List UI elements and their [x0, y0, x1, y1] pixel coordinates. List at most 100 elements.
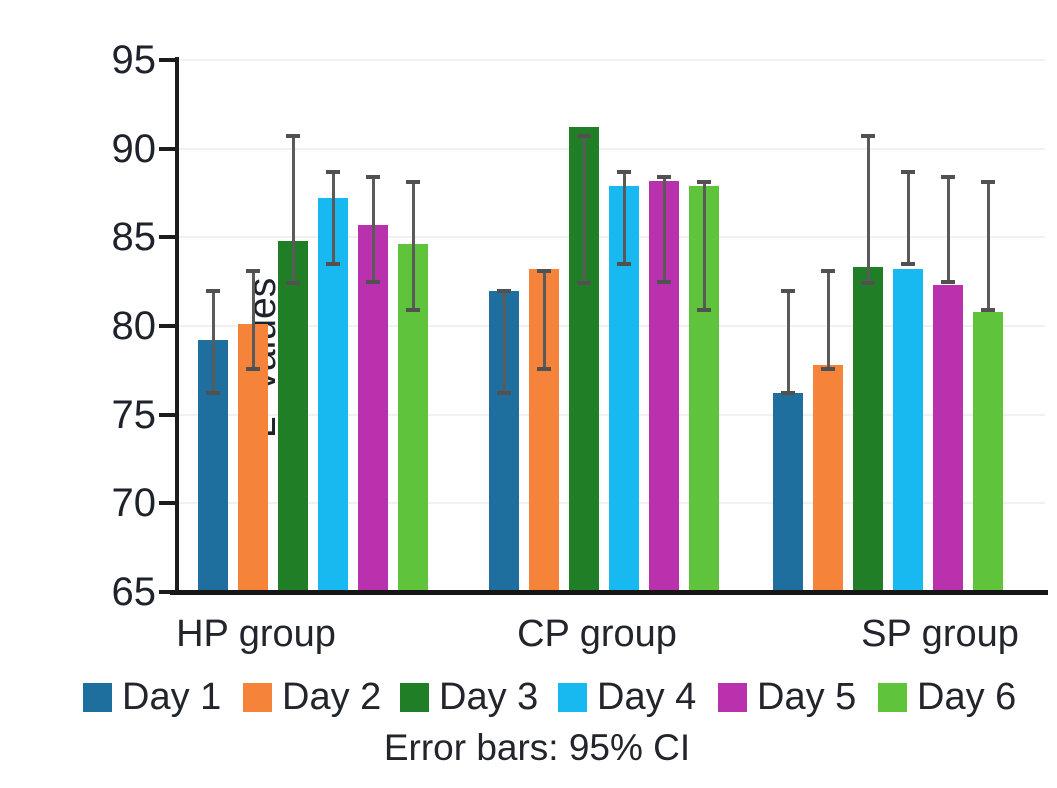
- error-bar-cap: [497, 288, 511, 293]
- y-tick-label: 70: [111, 481, 157, 526]
- y-tick-label: 90: [111, 126, 157, 171]
- y-tick-label: 65: [111, 570, 157, 614]
- error-bar-cap: [326, 169, 340, 174]
- error-bar-cap: [861, 134, 875, 139]
- error-bar: [906, 171, 910, 264]
- error-bar-cap: [366, 175, 380, 180]
- legend-swatch-icon: [878, 682, 907, 712]
- error-bar-cap: [577, 281, 591, 286]
- error-bar-cap: [617, 261, 631, 266]
- y-axis-line: [175, 57, 179, 594]
- bar-day1-sp: [773, 393, 803, 592]
- gridline: [177, 147, 1045, 150]
- error-bar-cap: [861, 281, 875, 286]
- error-bar-cap: [206, 391, 220, 396]
- error-bar-cap: [577, 134, 591, 139]
- error-bar-cap: [821, 366, 835, 371]
- error-bar: [622, 171, 626, 264]
- legend-swatch-icon: [243, 682, 272, 712]
- plot-area: L* values: [177, 59, 1045, 592]
- error-bar-cap: [981, 180, 995, 185]
- bar-day3-hp: [278, 240, 308, 592]
- error-bar: [826, 271, 830, 369]
- bar-day4-sp: [893, 269, 923, 592]
- error-bar-cap: [697, 180, 711, 185]
- error-bar-cap: [286, 281, 300, 286]
- error-bar-cap: [406, 180, 420, 185]
- legend-swatch-icon: [83, 682, 112, 712]
- error-bar: [291, 136, 295, 284]
- error-bar: [331, 171, 335, 264]
- error-bar-cap: [781, 391, 795, 396]
- legend-item-day-4: Day 4: [558, 676, 697, 718]
- legend-label: Day 2: [282, 676, 382, 718]
- error-bar-cap: [901, 261, 915, 266]
- legend-item-day-6: Day 6: [878, 676, 1017, 718]
- error-bar-cap: [657, 279, 671, 284]
- error-bar-cap: [406, 308, 420, 313]
- error-bar: [702, 182, 706, 311]
- error-bar-cap: [941, 279, 955, 284]
- y-tick: [159, 235, 176, 240]
- error-bar: [371, 177, 375, 282]
- error-bar-cap: [326, 261, 340, 266]
- bar-day6-sp: [973, 311, 1003, 592]
- y-tick-label: 75: [111, 392, 157, 437]
- error-bar-cap: [821, 269, 835, 274]
- error-bar: [866, 136, 870, 284]
- error-bar-cap: [537, 269, 551, 274]
- bar-day5-sp: [933, 285, 963, 592]
- error-bar-cap: [286, 134, 300, 139]
- error-bar-cap: [657, 175, 671, 180]
- error-bar: [502, 290, 506, 394]
- error-bar: [786, 290, 790, 394]
- error-bar-cap: [941, 175, 955, 180]
- error-bar-cap: [366, 279, 380, 284]
- y-tick: [159, 412, 176, 417]
- y-tick-label: 95: [111, 38, 157, 82]
- y-tick-label: 85: [111, 215, 157, 260]
- legend-label: Day 4: [597, 676, 697, 718]
- legend-swatch-icon: [400, 682, 429, 712]
- y-tick: [159, 58, 176, 62]
- legend-swatch-icon: [718, 682, 747, 712]
- gridline: [177, 59, 1045, 61]
- error-bar: [542, 271, 546, 369]
- y-tick: [159, 590, 176, 594]
- y-tick: [159, 501, 176, 506]
- error-bar-cap: [901, 169, 915, 174]
- error-bar-cap: [497, 391, 511, 396]
- legend-label: Day 3: [439, 676, 539, 718]
- y-tick-label: 80: [111, 304, 157, 348]
- x-category-label: CP group: [517, 613, 677, 655]
- legend-item-day-2: Day 2: [243, 676, 382, 718]
- legend-item-day-3: Day 3: [400, 676, 539, 718]
- error-bar: [411, 182, 415, 311]
- error-bar-cap: [246, 366, 260, 371]
- error-bar-cap: [537, 366, 551, 371]
- legend-label: Day 1: [122, 676, 222, 718]
- legend-item-day-1: Day 1: [83, 676, 222, 718]
- error-bar-cap: [781, 288, 795, 293]
- error-bar-cap: [697, 308, 711, 313]
- legend-swatch-icon: [558, 682, 587, 712]
- error-bar: [582, 136, 586, 284]
- error-bar: [946, 177, 950, 282]
- error-bar-cap: [617, 169, 631, 174]
- legend-label: Day 5: [757, 676, 857, 718]
- bar-day2-sp: [813, 365, 843, 592]
- y-tick: [159, 146, 176, 151]
- x-category-label: HP group: [176, 613, 336, 655]
- legend-label: Day 6: [917, 676, 1017, 718]
- error-bar-cap: [981, 308, 995, 313]
- error-bar: [986, 182, 990, 311]
- error-bar-cap: [206, 288, 220, 293]
- y-tick: [159, 324, 176, 328]
- error-bar: [251, 271, 255, 369]
- legend-item-day-5: Day 5: [718, 676, 857, 718]
- x-category-label: SP group: [861, 613, 1019, 655]
- error-bars-caption: Error bars: 95% CI: [383, 727, 691, 768]
- bar-day3-sp: [853, 267, 883, 592]
- error-bar: [662, 177, 666, 282]
